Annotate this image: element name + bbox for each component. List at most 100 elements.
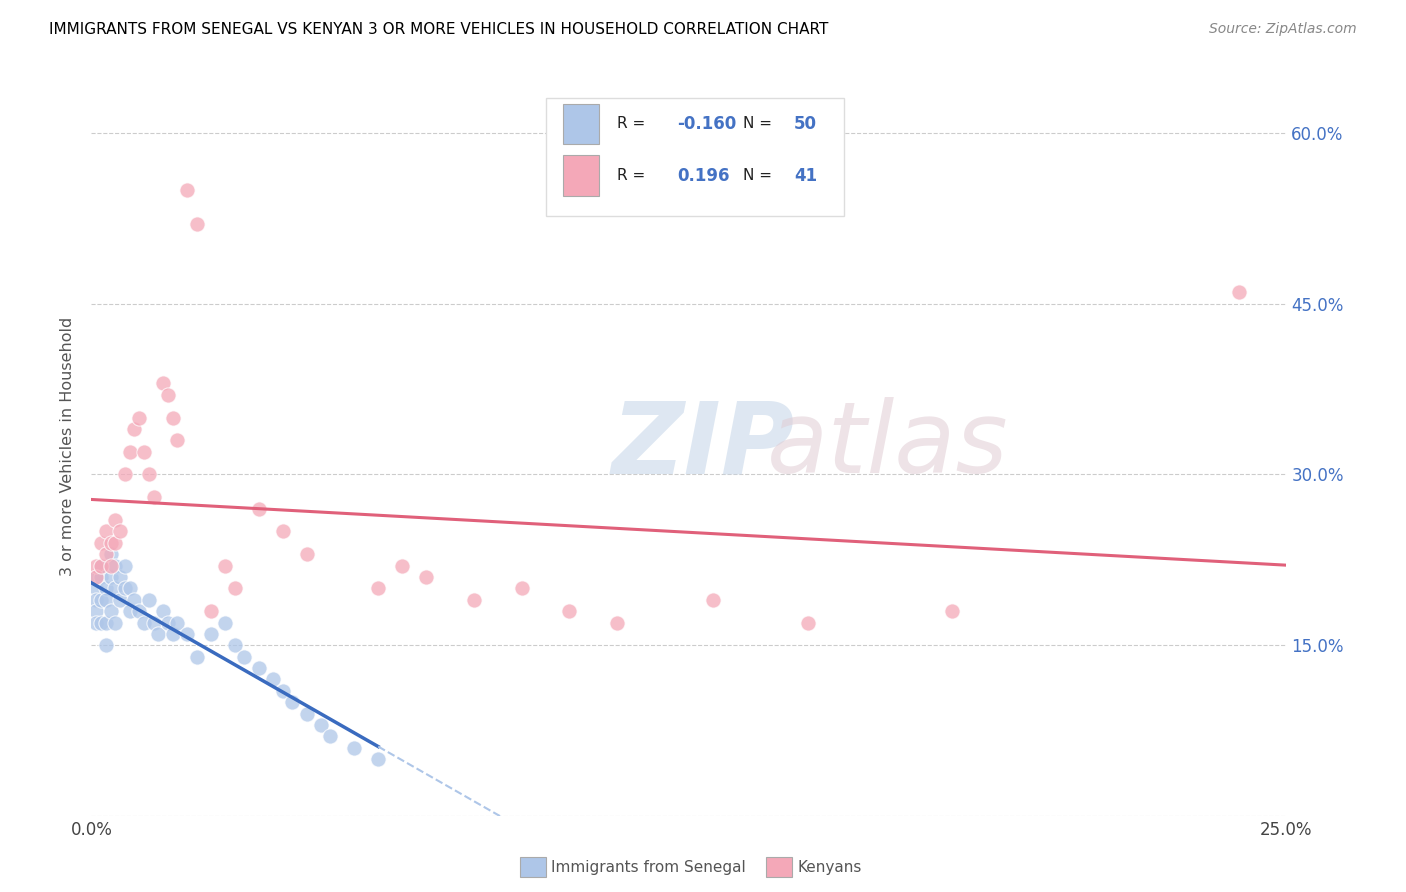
Point bbox=[309, 718, 332, 732]
Point bbox=[94, 524, 117, 539]
FancyBboxPatch shape bbox=[564, 155, 599, 196]
Point bbox=[108, 592, 131, 607]
Point bbox=[166, 434, 188, 448]
Point bbox=[124, 592, 146, 607]
Point bbox=[415, 570, 437, 584]
Text: Source: ZipAtlas.com: Source: ZipAtlas.com bbox=[1209, 22, 1357, 37]
Point bbox=[224, 582, 246, 596]
Point bbox=[90, 615, 112, 630]
Text: 0.196: 0.196 bbox=[678, 167, 730, 185]
Point bbox=[200, 627, 222, 641]
Point bbox=[118, 582, 141, 596]
Point bbox=[148, 627, 170, 641]
Point bbox=[162, 627, 184, 641]
Point bbox=[295, 547, 318, 561]
Point bbox=[94, 615, 117, 630]
Point bbox=[156, 615, 179, 630]
Point bbox=[104, 582, 127, 596]
Text: N =: N = bbox=[742, 117, 776, 131]
Point bbox=[271, 524, 294, 539]
Point bbox=[941, 604, 963, 618]
Point bbox=[558, 604, 581, 618]
Point bbox=[391, 558, 413, 573]
Point bbox=[214, 558, 236, 573]
Point bbox=[606, 615, 628, 630]
Point bbox=[90, 558, 112, 573]
Point bbox=[510, 582, 533, 596]
Point bbox=[84, 615, 107, 630]
Point bbox=[114, 582, 136, 596]
Point bbox=[128, 604, 150, 618]
FancyBboxPatch shape bbox=[564, 103, 599, 145]
Point bbox=[702, 592, 724, 607]
Point bbox=[367, 752, 389, 766]
Point bbox=[247, 661, 270, 675]
Point bbox=[343, 740, 366, 755]
Point bbox=[271, 684, 294, 698]
Point bbox=[200, 604, 222, 618]
Point bbox=[94, 592, 117, 607]
Point bbox=[162, 410, 184, 425]
Text: N =: N = bbox=[742, 169, 776, 183]
Point bbox=[166, 615, 188, 630]
Point bbox=[84, 570, 107, 584]
Point bbox=[128, 410, 150, 425]
Text: -0.160: -0.160 bbox=[678, 115, 737, 133]
Text: Immigrants from Senegal: Immigrants from Senegal bbox=[551, 860, 747, 874]
Point bbox=[84, 592, 107, 607]
Point bbox=[100, 570, 122, 584]
Point bbox=[138, 467, 160, 482]
Text: atlas: atlas bbox=[766, 398, 1008, 494]
Text: ZIP: ZIP bbox=[612, 398, 794, 494]
Point bbox=[367, 582, 389, 596]
Text: IMMIGRANTS FROM SENEGAL VS KENYAN 3 OR MORE VEHICLES IN HOUSEHOLD CORRELATION CH: IMMIGRANTS FROM SENEGAL VS KENYAN 3 OR M… bbox=[49, 22, 828, 37]
Point bbox=[104, 615, 127, 630]
Point bbox=[84, 604, 107, 618]
Point bbox=[1227, 285, 1250, 300]
Point bbox=[94, 547, 117, 561]
Text: Kenyans: Kenyans bbox=[797, 860, 862, 874]
Text: R =: R = bbox=[617, 117, 651, 131]
Point bbox=[176, 183, 198, 197]
Point bbox=[319, 730, 342, 744]
Point bbox=[84, 558, 107, 573]
Point bbox=[132, 615, 155, 630]
Point bbox=[281, 695, 304, 709]
Point bbox=[138, 592, 160, 607]
Point bbox=[224, 638, 246, 652]
Point bbox=[142, 490, 165, 504]
Point bbox=[104, 513, 127, 527]
Point bbox=[94, 582, 117, 596]
Point bbox=[90, 592, 112, 607]
Point bbox=[104, 536, 127, 550]
Point bbox=[90, 570, 112, 584]
Point bbox=[114, 558, 136, 573]
Point bbox=[118, 604, 141, 618]
Point bbox=[142, 615, 165, 630]
Point bbox=[108, 570, 131, 584]
Point bbox=[152, 376, 174, 391]
Point bbox=[295, 706, 318, 721]
Point bbox=[797, 615, 820, 630]
Point bbox=[90, 536, 112, 550]
Point bbox=[118, 444, 141, 458]
Point bbox=[132, 444, 155, 458]
Text: 41: 41 bbox=[794, 167, 817, 185]
Point bbox=[90, 558, 112, 573]
Point bbox=[108, 524, 131, 539]
Point bbox=[233, 649, 256, 664]
Point bbox=[156, 388, 179, 402]
Point bbox=[214, 615, 236, 630]
Point bbox=[262, 673, 284, 687]
Point bbox=[152, 604, 174, 618]
Point bbox=[100, 536, 122, 550]
Point bbox=[100, 558, 122, 573]
Point bbox=[104, 558, 127, 573]
Point bbox=[84, 582, 107, 596]
Text: R =: R = bbox=[617, 169, 651, 183]
Point bbox=[186, 217, 208, 231]
Point bbox=[247, 501, 270, 516]
Y-axis label: 3 or more Vehicles in Household: 3 or more Vehicles in Household bbox=[60, 317, 76, 575]
Point bbox=[100, 547, 122, 561]
Point bbox=[186, 649, 208, 664]
